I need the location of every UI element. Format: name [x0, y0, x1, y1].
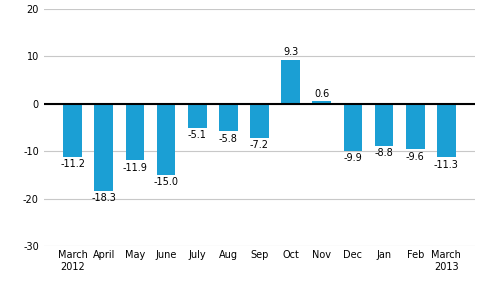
Text: -5.8: -5.8 — [218, 134, 237, 144]
Bar — [187, 104, 206, 128]
Bar — [125, 104, 144, 160]
Text: 0.6: 0.6 — [314, 88, 329, 99]
Bar — [63, 104, 82, 157]
Bar — [436, 104, 455, 158]
Text: -9.6: -9.6 — [405, 152, 424, 162]
Text: -8.8: -8.8 — [374, 148, 393, 158]
Bar — [94, 104, 113, 190]
Text: -7.2: -7.2 — [249, 140, 269, 150]
Bar — [281, 60, 299, 104]
Text: 9.3: 9.3 — [282, 47, 298, 57]
Text: -15.0: -15.0 — [153, 177, 178, 187]
Text: -18.3: -18.3 — [91, 193, 116, 203]
Bar — [156, 104, 175, 175]
Bar — [250, 104, 268, 138]
Bar — [219, 104, 237, 131]
Bar — [312, 101, 331, 104]
Text: -11.3: -11.3 — [433, 160, 458, 170]
Bar — [343, 104, 362, 151]
Text: -11.9: -11.9 — [122, 163, 147, 172]
Text: -11.2: -11.2 — [60, 159, 85, 169]
Bar — [374, 104, 393, 146]
Text: -5.1: -5.1 — [187, 130, 206, 140]
Bar — [405, 104, 424, 149]
Text: -9.9: -9.9 — [343, 153, 362, 163]
